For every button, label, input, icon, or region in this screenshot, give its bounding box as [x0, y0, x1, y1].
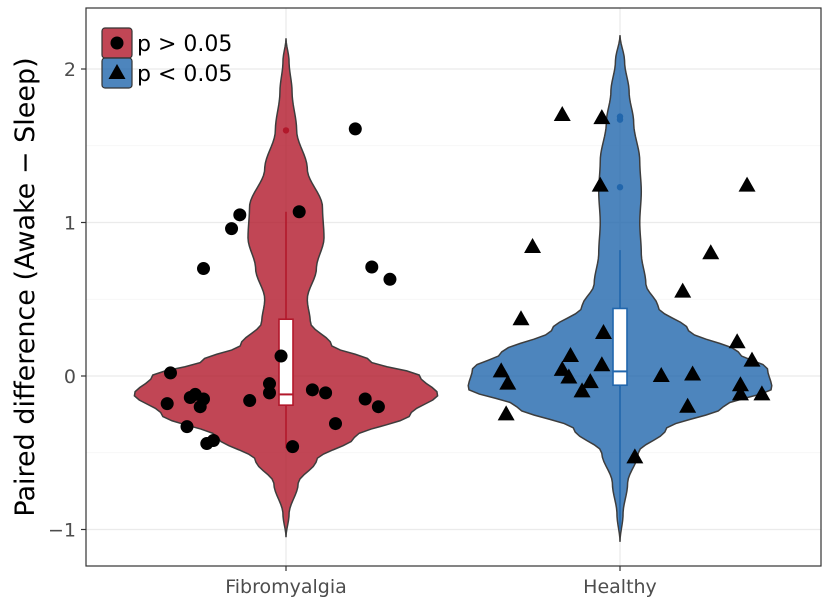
data-point-fibromyalgia	[305, 383, 319, 397]
data-point-fibromyalgia	[365, 260, 379, 274]
data-point-fibromyalgia	[160, 397, 174, 411]
data-point-healthy	[581, 373, 599, 389]
data-point-healthy	[492, 362, 510, 378]
data-point-healthy	[553, 360, 571, 376]
panel-background	[86, 8, 821, 566]
y-axis-title: Paired difference (Awake − Sleep)	[10, 57, 41, 516]
data-point-healthy	[591, 176, 609, 192]
data-point-healthy	[728, 333, 746, 349]
point-layer	[160, 106, 771, 464]
data-point-healthy	[684, 365, 702, 381]
box-iqr-healthy	[612, 307, 628, 387]
data-point-healthy	[679, 397, 697, 413]
data-point-healthy	[560, 368, 578, 384]
data-point-healthy	[626, 448, 644, 464]
data-point-healthy	[731, 376, 749, 392]
data-point-fibromyalgia	[233, 208, 247, 222]
data-point-healthy	[593, 356, 611, 372]
axis-layer: −1 0 1 2 Fibromyalgia Healthy	[48, 59, 657, 598]
legend-label-p-less: p < 0.05	[137, 62, 232, 87]
data-point-fibromyalgia	[193, 400, 207, 414]
data-point-fibromyalgia	[243, 394, 257, 408]
x-tick-label-healthy: Healthy	[583, 576, 657, 598]
data-point-healthy	[595, 324, 612, 340]
data-point-fibromyalgia	[292, 205, 306, 219]
data-point-fibromyalgia	[206, 433, 220, 447]
data-point-fibromyalgia	[263, 377, 276, 391]
legend: p > 0.05 p < 0.05	[101, 27, 232, 89]
data-point-fibromyalgia	[319, 386, 333, 400]
legend-label-p-greater: p > 0.05	[137, 32, 232, 57]
data-point-fibromyalgia	[383, 272, 397, 286]
y-tick-label: −1	[48, 520, 76, 542]
data-point-fibromyalgia	[274, 349, 288, 363]
data-point-fibromyalgia	[180, 420, 194, 434]
y-tick-label: 2	[64, 59, 76, 81]
y-tick-label: 0	[64, 366, 76, 388]
box-outlier-healthy	[616, 113, 624, 120]
data-point-healthy	[562, 347, 579, 363]
data-point-healthy	[731, 385, 749, 401]
data-point-fibromyalgia	[225, 222, 239, 236]
data-point-healthy	[652, 367, 670, 382]
data-point-healthy	[499, 374, 517, 390]
x-tick-label-fibromyalgia: Fibromyalgia	[225, 576, 347, 598]
data-point-healthy	[743, 351, 761, 367]
data-point-fibromyalgia	[348, 122, 362, 136]
data-point-healthy	[738, 176, 756, 192]
data-point-healthy	[753, 385, 771, 401]
legend-triangle-marker	[108, 64, 126, 79]
data-point-fibromyalgia	[286, 440, 300, 454]
data-point-fibromyalgia	[263, 386, 276, 400]
data-point-healthy	[573, 382, 591, 398]
panel-border	[85, 7, 822, 567]
data-point-fibromyalgia	[164, 366, 177, 380]
data-point-healthy	[674, 282, 692, 298]
data-point-healthy	[702, 244, 720, 260]
data-point-healthy	[593, 109, 611, 125]
data-point-fibromyalgia	[329, 417, 342, 431]
data-point-healthy	[553, 106, 571, 122]
y-tick-label: 1	[64, 213, 76, 235]
data-point-fibromyalgia	[371, 400, 385, 414]
box-outlier-fibromyalgia	[282, 127, 290, 134]
box-outlier-healthy	[616, 183, 624, 191]
data-point-fibromyalgia	[197, 262, 210, 276]
data-point-healthy	[524, 238, 542, 254]
box-layer	[278, 113, 628, 530]
data-point-healthy	[497, 405, 515, 421]
legend-circle-marker	[110, 36, 124, 50]
data-point-healthy	[512, 310, 530, 326]
data-point-fibromyalgia	[358, 392, 372, 406]
